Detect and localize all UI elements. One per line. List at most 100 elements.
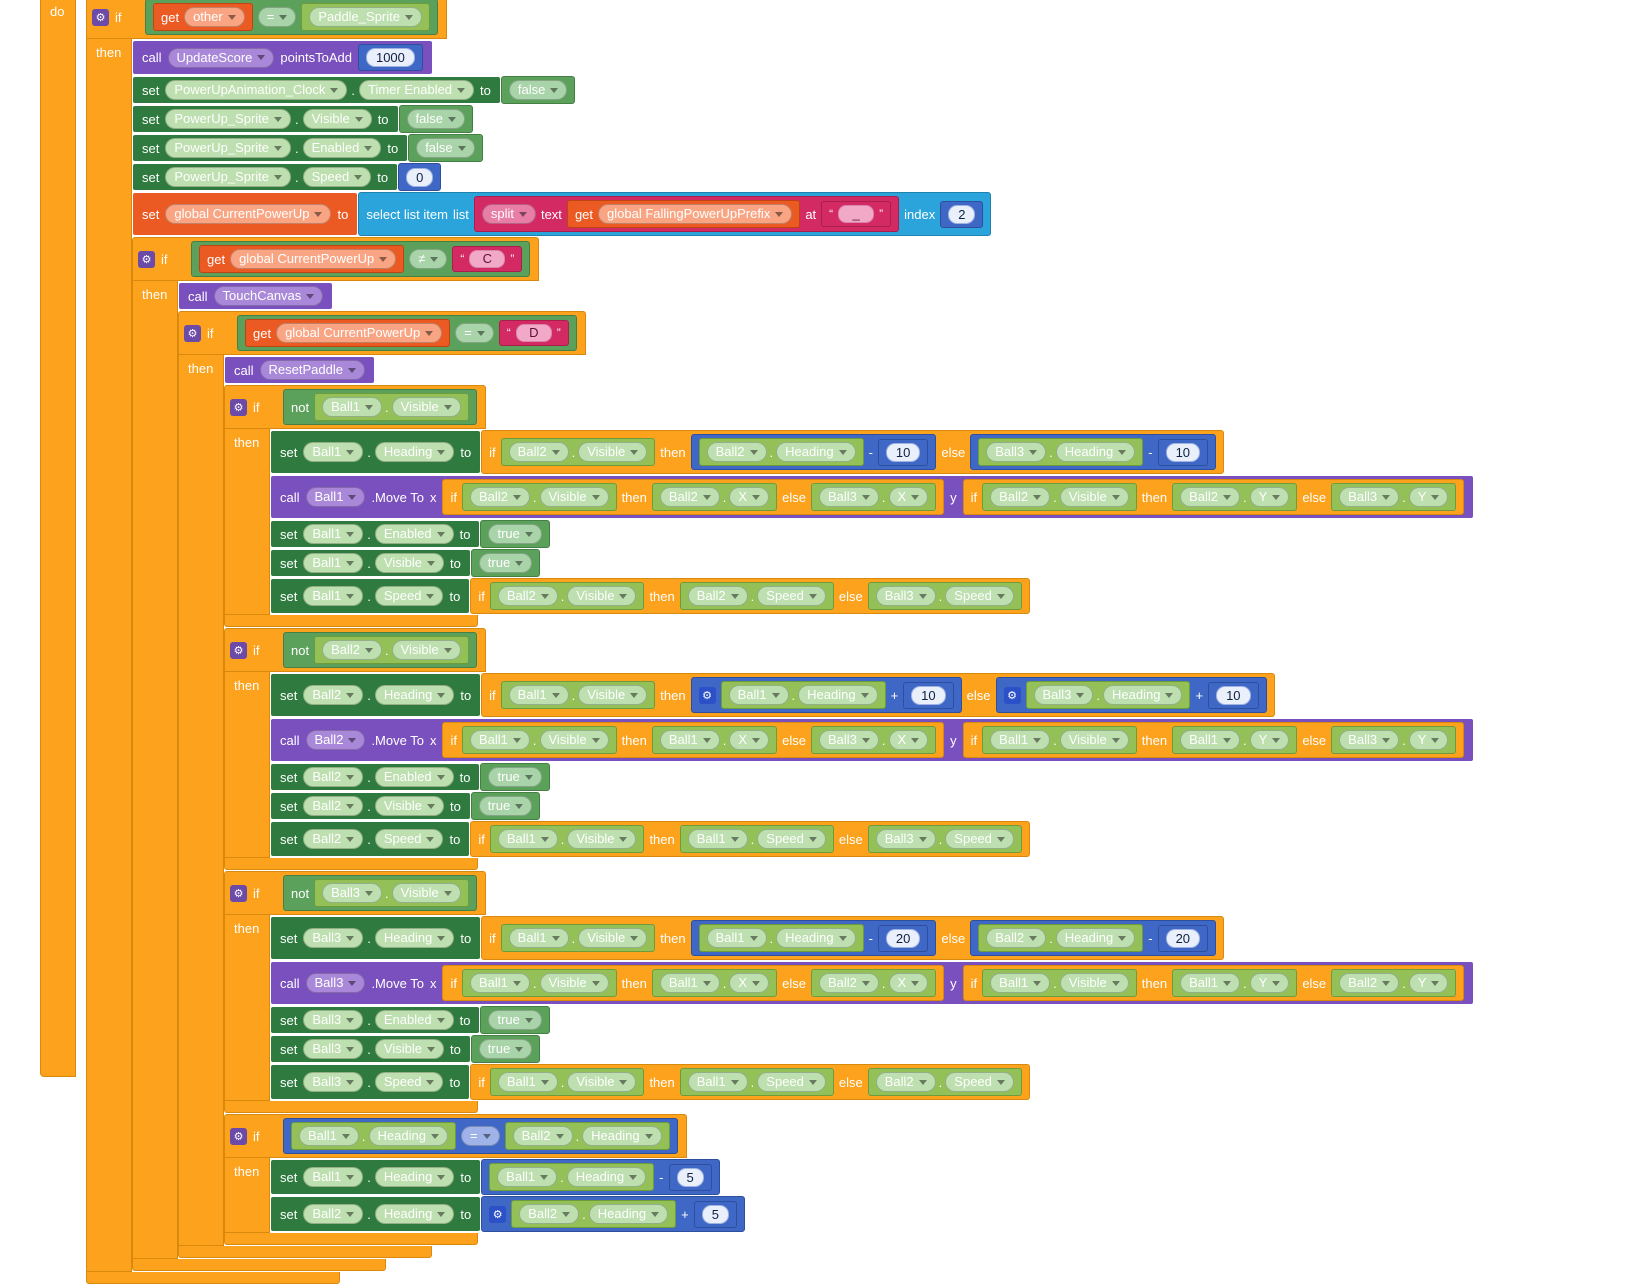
property-dropdown[interactable]: Enabled [374, 1010, 454, 1030]
number-block[interactable]: 1000 [357, 44, 423, 71]
component-dropdown[interactable]: Ball3 [1339, 730, 1400, 750]
property-dropdown[interactable]: Speed [757, 586, 826, 606]
variable-dropdown[interactable]: global CurrentPowerUp [276, 323, 443, 343]
property-dropdown[interactable]: Heading [1103, 685, 1183, 705]
component-dropdown[interactable]: Ball2 [1180, 487, 1241, 507]
if-header[interactable]: ⚙ if get global CurrentPowerUp = “ D ” [178, 311, 586, 355]
set-property-block[interactable]: set Ball2. Heading to [270, 1196, 482, 1232]
mutator-gear-icon[interactable]: ⚙ [184, 324, 201, 342]
number-block[interactable]: 5 [693, 1200, 737, 1228]
property-getter-block[interactable]: Ball1. Heading [698, 924, 864, 952]
number-block[interactable]: 10 [1157, 438, 1209, 466]
property-dropdown[interactable]: Visible [539, 730, 609, 750]
string-field[interactable]: D [515, 324, 552, 342]
component-dropdown[interactable]: Ball1 [303, 1167, 364, 1187]
property-getter-block[interactable]: Ball1. Visible [461, 969, 617, 997]
boolean-block[interactable]: true [480, 520, 550, 548]
component-dropdown[interactable]: Ball2 [303, 685, 364, 705]
property-dropdown[interactable]: Speed [757, 829, 826, 849]
event-do-column[interactable]: do [40, 0, 76, 1077]
boolean-dropdown[interactable]: true [478, 796, 533, 816]
comparison-block[interactable]: Ball1. Heading = Ball2. Heading [283, 1118, 678, 1154]
component-dropdown[interactable]: Ball1 [1180, 973, 1241, 993]
component-getter-block[interactable]: Paddle_Sprite [301, 3, 430, 31]
boolean-block[interactable]: false [398, 105, 473, 133]
set-property-block[interactable]: set Ball1. Heading to [270, 430, 482, 474]
boolean-dropdown[interactable]: true [478, 1039, 533, 1059]
set-property-block[interactable]: set Ball1. Speed to [270, 578, 471, 614]
property-getter-block[interactable]: Ball2. Visible [500, 438, 656, 466]
boolean-dropdown[interactable]: true [488, 524, 542, 544]
boolean-dropdown[interactable]: false [406, 109, 465, 129]
property-dropdown[interactable]: Visible [302, 109, 372, 129]
math-operation-block[interactable]: Ball2. Heading -20 [970, 920, 1217, 956]
component-dropdown[interactable]: Ball1 [469, 730, 530, 750]
property-getter-block[interactable]: Ball1. Speed [679, 825, 834, 853]
component-dropdown[interactable]: Ball2 [497, 586, 558, 606]
component-dropdown[interactable]: PowerUp_Sprite [165, 109, 291, 129]
component-dropdown[interactable]: Ball3 [875, 586, 936, 606]
component-dropdown[interactable]: Ball3 [818, 487, 879, 507]
property-getter-block[interactable]: Ball3. Heading [1025, 681, 1191, 709]
property-getter-block[interactable]: Ball2. Visible [489, 582, 645, 610]
number-block[interactable]: 20 [1157, 924, 1209, 952]
set-property-block[interactable]: set Ball1. Heading to [270, 1159, 482, 1195]
math-operation-block[interactable]: ⚙ Ball2. Heading +5 [481, 1196, 745, 1232]
mutator-gear-icon[interactable]: ⚙ [138, 250, 155, 268]
boolean-block[interactable]: true [480, 1006, 550, 1034]
property-getter-block[interactable]: Ball3. Y [1331, 483, 1457, 511]
property-dropdown[interactable]: Heading [368, 1126, 448, 1146]
set-property-block[interactable]: set PowerUp_Sprite. Enabled to [132, 134, 409, 162]
not-block[interactable]: not Ball3. Visible [283, 875, 477, 911]
property-dropdown[interactable]: Speed [945, 1072, 1014, 1092]
number-field[interactable]: 10 [885, 442, 921, 462]
property-dropdown[interactable]: Y [1408, 973, 1449, 993]
component-dropdown[interactable]: Ball2 [687, 586, 748, 606]
text-string-block[interactable]: “ C ” [452, 246, 523, 272]
property-dropdown[interactable]: Enabled [302, 138, 382, 158]
set-property-block[interactable]: set Ball2. Visible to [270, 792, 471, 820]
number-block[interactable]: 10 [877, 438, 929, 466]
set-property-block[interactable]: set Ball2. Speed to [270, 821, 471, 857]
inline-if-else-block[interactable]: if Ball1. Visible then ⚙ Ball1. Heading +10 else… [481, 673, 1275, 717]
boolean-block[interactable]: false [408, 134, 483, 162]
component-dropdown[interactable]: Ball2 [303, 796, 364, 816]
property-getter-block[interactable]: Ball3. Y [1331, 726, 1457, 754]
property-getter-block[interactable]: Ball2. Speed [679, 582, 834, 610]
number-field[interactable]: 0 [406, 167, 434, 187]
property-getter-block[interactable]: Ball1. Visible [982, 726, 1137, 754]
property-dropdown[interactable]: Speed [374, 829, 444, 849]
variable-dropdown[interactable]: global CurrentPowerUp [230, 249, 397, 269]
number-field[interactable]: 2 [948, 204, 976, 224]
procedure-dropdown[interactable]: UpdateScore [167, 47, 275, 68]
move-to-call-block[interactable]: call Ball1 .Move To x if Ball2. Visible then Bal… [270, 475, 1475, 519]
component-dropdown[interactable]: Ball1 [497, 1167, 558, 1187]
inline-if-else-block[interactable]: if Ball1. Visible then Ball1. Speed else Ball3.… [470, 821, 1030, 857]
boolean-dropdown[interactable]: true [488, 1010, 542, 1030]
property-getter-block[interactable]: Ball2. Speed [867, 1068, 1022, 1096]
component-dropdown[interactable]: Ball2 [508, 442, 569, 462]
property-dropdown[interactable]: X [888, 487, 929, 507]
number-block[interactable]: 20 [877, 924, 929, 952]
component-dropdown[interactable]: Ball1 [469, 973, 530, 993]
property-dropdown[interactable]: Heading [776, 442, 856, 462]
property-dropdown[interactable]: X [888, 973, 929, 993]
inline-if-else-block[interactable]: if Ball2. Visible then Ball2. Speed else Ball3.… [470, 578, 1030, 614]
get-variable-block[interactable]: get other [153, 3, 253, 31]
set-property-block[interactable]: set Ball3. Speed to [270, 1064, 471, 1100]
number-field[interactable]: 20 [885, 928, 921, 948]
property-dropdown[interactable]: Y [1249, 487, 1290, 507]
property-getter-block[interactable]: Ball1. Visible [489, 1068, 645, 1096]
property-dropdown[interactable]: Visible [567, 1072, 637, 1092]
property-getter-block[interactable]: Ball1. Visible [500, 924, 656, 952]
number-field[interactable]: 10 [1216, 685, 1251, 705]
property-dropdown[interactable]: X [729, 487, 770, 507]
property-dropdown[interactable]: Heading [1055, 928, 1136, 948]
boolean-block[interactable]: true [470, 792, 541, 820]
component-dropdown[interactable]: Ball1 [1180, 730, 1241, 750]
move-to-call-block[interactable]: call Ball2 .Move To x if Ball1. Visible then Bal… [270, 718, 1475, 762]
number-block[interactable]: 0 [398, 163, 442, 191]
property-dropdown[interactable]: Visible [567, 829, 637, 849]
number-field[interactable]: 10 [1165, 442, 1201, 462]
